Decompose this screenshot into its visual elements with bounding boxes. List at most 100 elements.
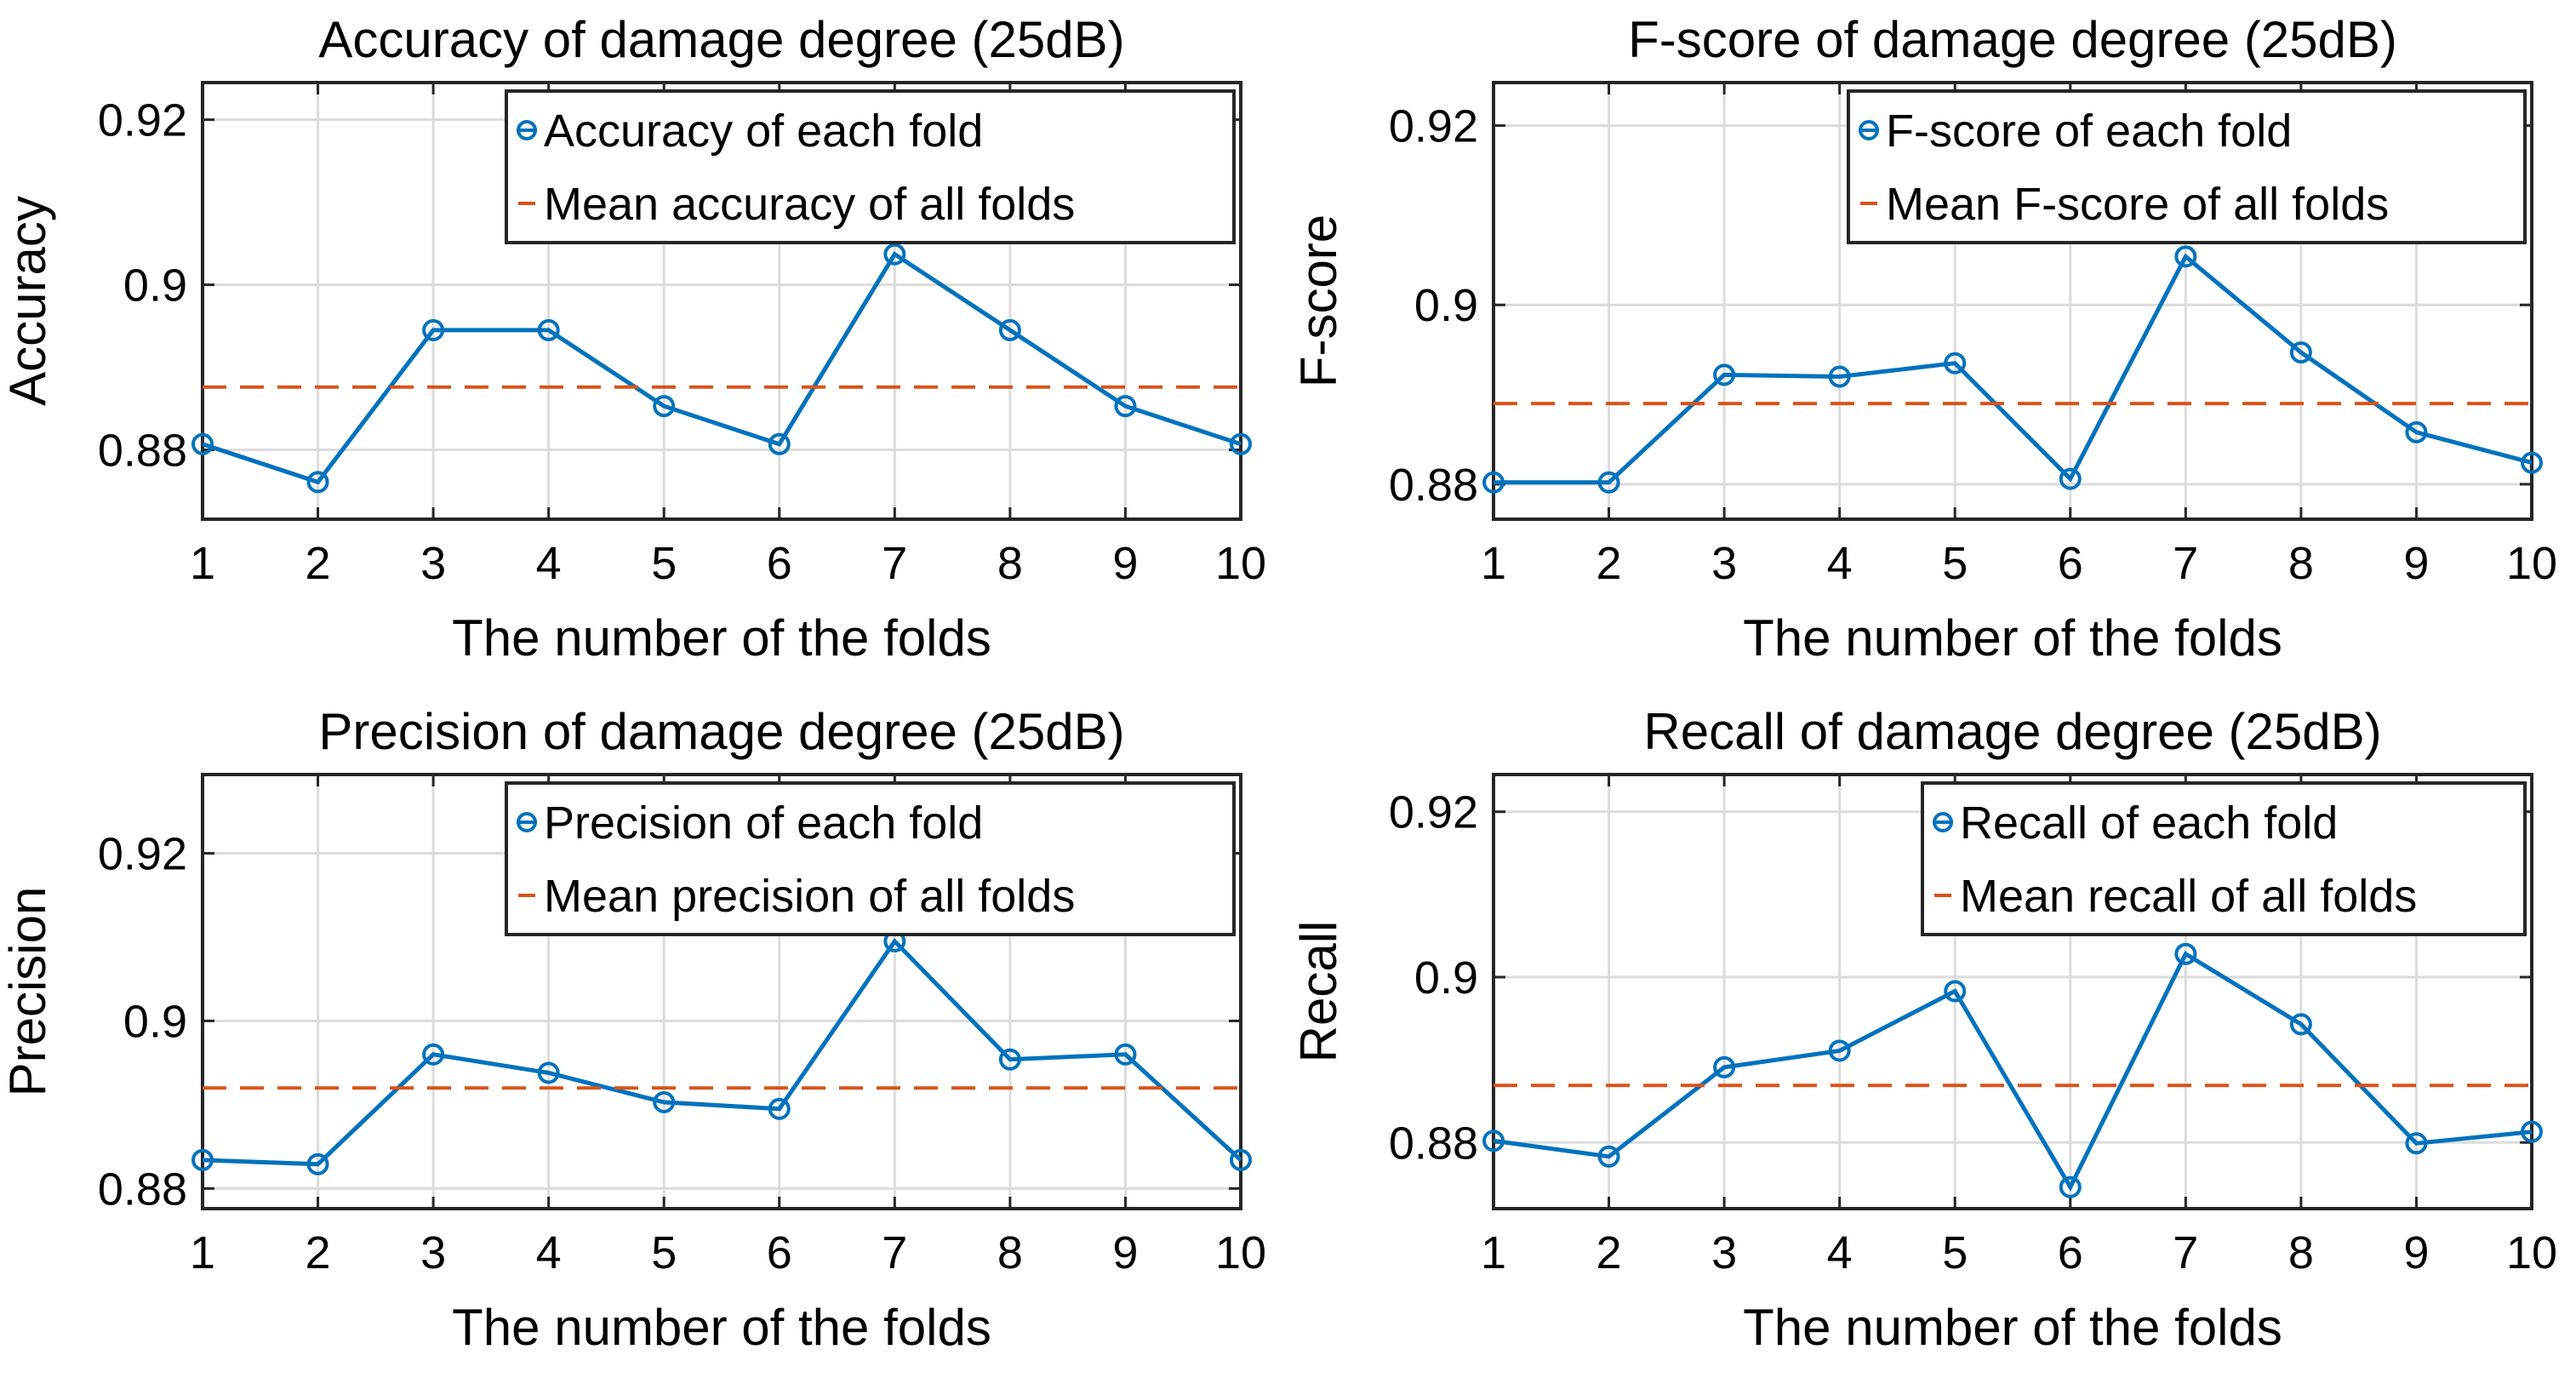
y-tick-label: 0.88 [1389, 1118, 1478, 1169]
x-tick-label: 1 [1481, 1227, 1506, 1278]
data-point [2174, 942, 2197, 965]
x-tick-label: 10 [2506, 538, 2557, 589]
x-tick-label: 2 [1596, 538, 1622, 589]
data-point [1230, 1148, 1252, 1171]
y-tick-label: 0.92 [98, 829, 187, 880]
data-point [191, 432, 214, 455]
x-tick-label: 5 [651, 1227, 677, 1278]
x-tick-label: 6 [767, 1227, 792, 1278]
data-point [998, 1048, 1021, 1071]
y-tick-label: 0.88 [1389, 460, 1478, 511]
x-axis-label: The number of the folds [452, 609, 991, 666]
data-point [1713, 363, 1736, 386]
data-point [1114, 1043, 1137, 1066]
data-point [1828, 1039, 1851, 1062]
data-point [2521, 1120, 2543, 1143]
data-point [653, 395, 676, 418]
legend-marker [1859, 120, 1879, 140]
x-tick-label: 5 [1942, 538, 1968, 589]
data-point [537, 1061, 560, 1084]
x-tick-label: 7 [2173, 538, 2198, 589]
y-axis-label: F-score [1290, 214, 1347, 387]
series-line-1 [202, 937, 1242, 1167]
data-point [1230, 432, 1252, 455]
data-point [2289, 1013, 2312, 1036]
x-axis-label: The number of the folds [452, 1299, 991, 1356]
x-tick-label: 7 [882, 1227, 907, 1278]
legend-entry: Mean accuracy of all folds [544, 179, 1075, 230]
x-tick-label: 7 [2173, 1227, 2198, 1278]
legend-box [1847, 89, 2527, 244]
x-tick-label: 7 [882, 538, 907, 589]
legend-marker [1933, 812, 1953, 832]
series-line-1 [1494, 253, 2533, 485]
y-tick-label: 0.92 [1389, 101, 1478, 152]
legend-box [1921, 781, 2527, 936]
y-tick-label: 0.92 [98, 95, 187, 146]
legend-marker [517, 120, 537, 140]
y-tick-label: 0.88 [98, 426, 187, 477]
legend-entry: F-score of each fold [1886, 106, 2292, 157]
x-tick-label: 4 [536, 1227, 562, 1278]
data-point [768, 1097, 791, 1120]
data-point [1944, 352, 1967, 375]
chart-title: Precision of damage degree (25dB) [318, 703, 1124, 760]
chart-panel-2: 1 2 3 4 5 6 7 8 9 10 0.88 0.9 0.92 F-score of damage … [1290, 11, 2557, 666]
data-point [422, 1043, 445, 1066]
x-tick-label: 1 [190, 1227, 215, 1278]
x-axis-label: The number of the folds [1743, 1299, 2282, 1356]
chart-panel-3: 1 2 3 4 5 6 7 8 9 10 0.88 0.9 0.92 Precision of damag… [0, 703, 1266, 1356]
legend: Accuracy of each fold Mean accuracy of al… [505, 89, 1236, 244]
x-tick-label: 2 [306, 1227, 331, 1278]
data-point [998, 318, 1021, 341]
legend: Precision of each fold Mean precision of … [505, 781, 1236, 936]
x-tick-label: 8 [2288, 1227, 2314, 1278]
y-tick-label: 0.9 [123, 996, 187, 1047]
data-point [2289, 341, 2312, 364]
x-tick-label: 1 [1481, 538, 1506, 589]
x-tick-label: 9 [1112, 1227, 1138, 1278]
chart-title: Recall of damage degree (25dB) [1643, 703, 2381, 760]
data-point [1597, 471, 1620, 494]
data-point [1114, 395, 1137, 418]
y-tick-label: 0.9 [1414, 952, 1478, 1003]
y-tick-label: 0.9 [1414, 280, 1478, 331]
axes-box [1492, 773, 2533, 1210]
y-axis-label: Precision [0, 887, 56, 1097]
data-point [306, 471, 329, 494]
data-point [2059, 467, 2082, 490]
x-tick-label: 4 [1827, 1227, 1853, 1278]
data-point [1482, 471, 1505, 494]
legend-entry: Mean recall of all folds [1960, 871, 2417, 922]
chart-panel-1: 1 2 3 4 5 6 7 8 9 10 0.88 0.9 0.92 Accuracy of damage… [0, 11, 1266, 666]
x-tick-label: 2 [306, 538, 331, 589]
x-tick-label: 9 [2403, 1227, 2429, 1278]
series-line-1 [202, 251, 1242, 485]
chart-title: F-score of damage degree (25dB) [1628, 11, 2397, 68]
x-tick-label: 10 [2506, 1227, 2557, 1278]
legend-entry: Accuracy of each fold [544, 106, 983, 157]
x-tick-label: 6 [2058, 1227, 2083, 1278]
x-tick-label: 8 [2288, 538, 2314, 589]
data-point [422, 318, 445, 341]
data-point [653, 1090, 676, 1113]
data-point [1828, 365, 1851, 388]
data-point [2521, 451, 2543, 474]
data-point [306, 1152, 329, 1175]
data-point [191, 1148, 214, 1171]
legend-entry: Recall of each fold [1960, 798, 2338, 849]
data-point [2174, 245, 2197, 268]
legend-box [505, 781, 1236, 936]
data-point [2059, 1175, 2082, 1198]
x-tick-label: 1 [190, 538, 215, 589]
x-tick-label: 6 [767, 538, 792, 589]
x-tick-label: 8 [997, 538, 1023, 589]
x-tick-label: 5 [651, 538, 677, 589]
y-tick-label: 0.9 [123, 260, 187, 312]
data-point [768, 432, 791, 455]
x-tick-label: 10 [1215, 1227, 1266, 1278]
chart-title: Accuracy of damage degree (25dB) [318, 11, 1124, 68]
data-point [883, 243, 906, 266]
data-point [2405, 420, 2428, 443]
